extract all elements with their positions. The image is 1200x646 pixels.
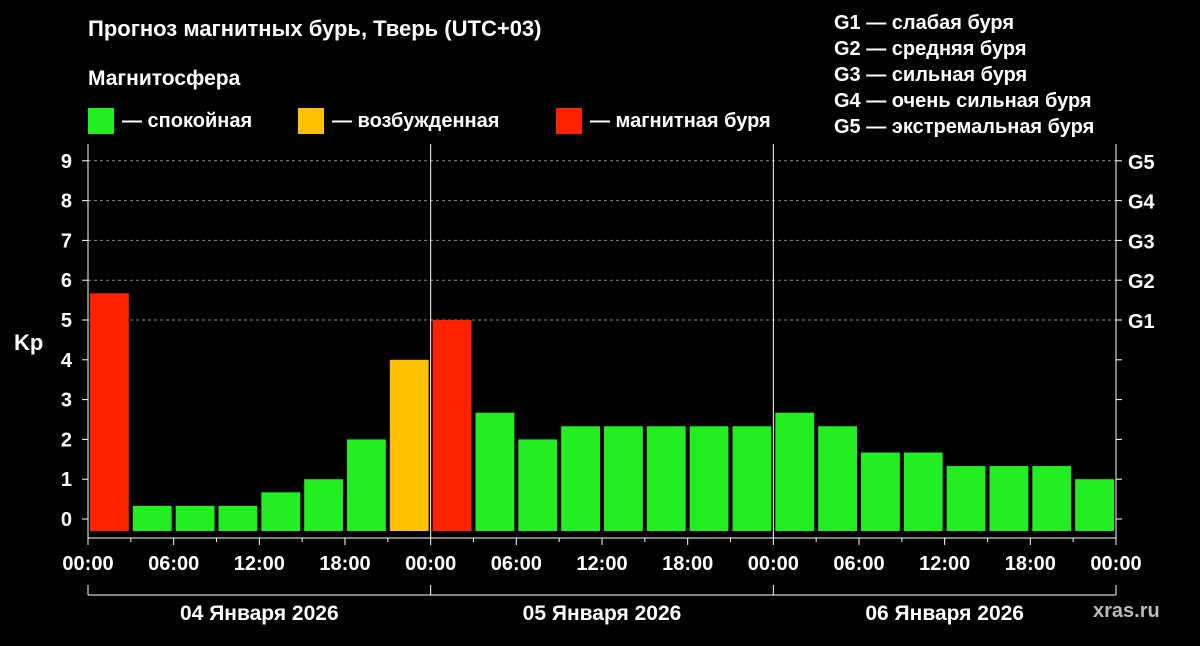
legend-swatch-quiet — [88, 108, 114, 134]
kp-bar — [261, 492, 301, 531]
x-tick-label: 00:00 — [748, 553, 799, 575]
y-tick-label: 2 — [61, 429, 72, 451]
y-tick-label: 7 — [61, 230, 72, 252]
x-tick-label: 00:00 — [1090, 553, 1141, 575]
g-level-legend: G1 — слабая буря G2 — средняя буря G3 — … — [834, 10, 1094, 140]
x-tick-label: 18:00 — [1005, 553, 1056, 575]
kp-bar — [518, 439, 558, 531]
y-tick-label: 1 — [61, 469, 72, 491]
x-tick-label: 00:00 — [405, 553, 456, 575]
kp-bar — [1032, 466, 1072, 531]
kp-bar — [861, 452, 900, 531]
kp-bar — [646, 426, 686, 531]
legend-heading: Магнитосфера — [88, 67, 241, 90]
y-tick-label: 5 — [61, 310, 72, 332]
kp-bar — [90, 293, 129, 531]
kp-bar — [989, 466, 1029, 531]
y-tick-label: 4 — [61, 350, 73, 372]
kp-bar — [304, 479, 343, 531]
legend-label-quiet: — спокойная — [122, 109, 253, 132]
g-level-2: G2 — средняя буря — [834, 38, 1027, 60]
g-tick-label: G1 — [1128, 311, 1155, 333]
day-label: 06 Января 2026 — [865, 602, 1024, 625]
x-tick-label: 06:00 — [833, 553, 884, 575]
g-level-1: G1 — слабая буря — [834, 12, 1015, 34]
g-level-3: G3 — сильная буря — [834, 64, 1028, 86]
legend-item-active: — возбужденная — [298, 108, 499, 134]
g-tick-label: G5 — [1128, 152, 1155, 174]
kp-bar — [775, 412, 815, 531]
x-tick-label: 18:00 — [662, 553, 713, 575]
y-tick-label: 8 — [61, 191, 72, 213]
kp-bar — [561, 426, 600, 531]
chart-title: Прогноз магнитных бурь, Тверь (UTC+03) — [88, 16, 542, 41]
g-level-5: G5 — экстремальная буря — [834, 116, 1095, 138]
kp-bar — [604, 426, 643, 531]
y-tick-label: 3 — [61, 390, 72, 412]
legend-label-storm: — магнитная буря — [590, 109, 771, 132]
kp-bar — [432, 320, 472, 531]
legend-item-quiet: — спокойная — [88, 108, 252, 134]
g-tick-label: G4 — [1128, 192, 1156, 214]
legend-swatch-storm — [556, 108, 582, 134]
x-tick-label: 06:00 — [148, 553, 199, 575]
legend-label-active: — возбужденная — [332, 109, 500, 132]
watermark: xras.ru — [1093, 600, 1160, 622]
kp-bar — [689, 426, 729, 531]
kp-bar — [389, 359, 429, 531]
kp-bar — [732, 426, 772, 531]
day-label: 05 Января 2026 — [523, 602, 682, 625]
legend-swatch-active — [298, 108, 324, 134]
legend-item-storm: — магнитная буря — [556, 108, 771, 134]
x-tick-label: 12:00 — [234, 553, 285, 575]
kp-bar — [475, 412, 515, 531]
kp-bar — [946, 466, 986, 531]
day-label: 04 Января 2026 — [180, 602, 339, 625]
y-axis-label: Kp — [14, 330, 43, 355]
kp-bar — [218, 505, 258, 531]
x-tick-label: 06:00 — [491, 553, 542, 575]
x-tick-label: 00:00 — [62, 553, 113, 575]
x-tick-label: 12:00 — [919, 553, 970, 575]
g-tick-label: G3 — [1128, 231, 1155, 253]
kp-bar — [818, 426, 857, 531]
y-tick-label: 9 — [61, 151, 72, 173]
kp-bar — [347, 439, 386, 531]
kp-bar — [132, 505, 172, 531]
g-tick-label: G2 — [1128, 271, 1155, 293]
kp-bar — [1075, 479, 1114, 531]
y-tick-label: 6 — [61, 270, 72, 292]
x-tick-label: 18:00 — [319, 553, 370, 575]
kp-bar — [175, 505, 215, 531]
x-tick-label: 12:00 — [576, 553, 627, 575]
g-level-4: G4 — очень сильная буря — [834, 90, 1092, 112]
y-tick-label: 0 — [61, 509, 72, 531]
kp-bar — [903, 452, 943, 531]
